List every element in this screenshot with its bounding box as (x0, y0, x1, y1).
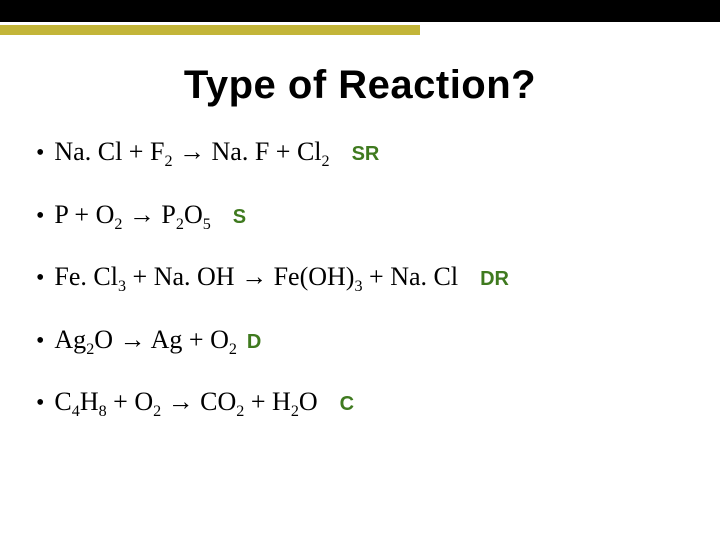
txt: F (150, 137, 164, 166)
equation-row: • P + O2 → P2O5 S (36, 201, 720, 230)
txt: O (210, 325, 229, 354)
equation-4: Ag2O → Ag + O2 (54, 326, 237, 355)
sub: 3 (354, 278, 362, 295)
top-black-bar (0, 0, 720, 22)
txt: + (68, 200, 96, 229)
bullet: • (36, 204, 44, 228)
txt: Na. Cl (390, 262, 458, 291)
txt: + (122, 137, 150, 166)
answer-label: S (233, 207, 246, 227)
answer-label: C (340, 394, 354, 414)
equation-list: • Na. Cl + F2 → Na. F + Cl2 SR • P + O2 … (0, 138, 720, 417)
txt: O (299, 387, 318, 416)
sub: 2 (164, 153, 172, 170)
txt: → (161, 387, 200, 416)
txt: → (122, 200, 161, 229)
txt: + (107, 387, 135, 416)
txt: O (94, 325, 113, 354)
sub: 8 (99, 404, 107, 421)
txt: Ag (54, 325, 86, 354)
txt: → (113, 325, 151, 354)
txt: Na. OH (154, 262, 235, 291)
sub: 4 (72, 404, 80, 421)
equation-3: Fe. Cl3 + Na. OH → Fe(OH)3 + Na. Cl (54, 263, 458, 292)
equation-row: • C4H8 + O2 → CO2 + H2O C (36, 388, 720, 417)
txt: + (182, 325, 210, 354)
sub: 2 (176, 216, 184, 233)
txt: Na. Cl (54, 137, 122, 166)
slide-title: Type of Reaction? (0, 63, 720, 108)
equation-row: • Ag2O → Ag + O2 D (36, 326, 720, 355)
bullet: • (36, 141, 44, 165)
sub: 5 (203, 216, 211, 233)
bullet: • (36, 266, 44, 290)
txt: Fe(OH) (274, 262, 355, 291)
bullet: • (36, 329, 44, 353)
sub: 2 (291, 404, 299, 421)
txt: P (161, 200, 175, 229)
equation-2: P + O2 → P2O5 (54, 201, 210, 230)
sub: 3 (118, 278, 126, 295)
txt: O (184, 200, 203, 229)
txt: + (244, 387, 272, 416)
sub: 2 (153, 404, 161, 421)
txt: Cl (297, 137, 322, 166)
txt: H (272, 387, 291, 416)
txt: Ag (151, 325, 183, 354)
txt: + (126, 262, 154, 291)
txt: Na. F (212, 137, 270, 166)
equation-5: C4H8 + O2 → CO2 + H2O (54, 388, 317, 417)
txt: → (173, 137, 212, 166)
sub: 2 (229, 341, 237, 358)
txt: Fe. Cl (54, 262, 118, 291)
equation-row: • Fe. Cl3 + Na. OH → Fe(OH)3 + Na. Cl DR (36, 263, 720, 292)
answer-label: SR (352, 144, 380, 164)
txt: O (96, 200, 115, 229)
txt: + (269, 137, 297, 166)
txt: O (134, 387, 153, 416)
equation-row: • Na. Cl + F2 → Na. F + Cl2 SR (36, 138, 720, 167)
bullet: • (36, 391, 44, 415)
sub: 2 (322, 153, 330, 170)
txt: H (80, 387, 99, 416)
txt: P (54, 200, 68, 229)
equation-1: Na. Cl + F2 → Na. F + Cl2 (54, 138, 329, 167)
answer-label: D (247, 332, 261, 352)
txt: C (54, 387, 71, 416)
txt: + (363, 262, 391, 291)
txt: CO (200, 387, 236, 416)
accent-olive-bar (0, 25, 420, 35)
answer-label: DR (480, 269, 509, 289)
txt: → (235, 262, 274, 291)
